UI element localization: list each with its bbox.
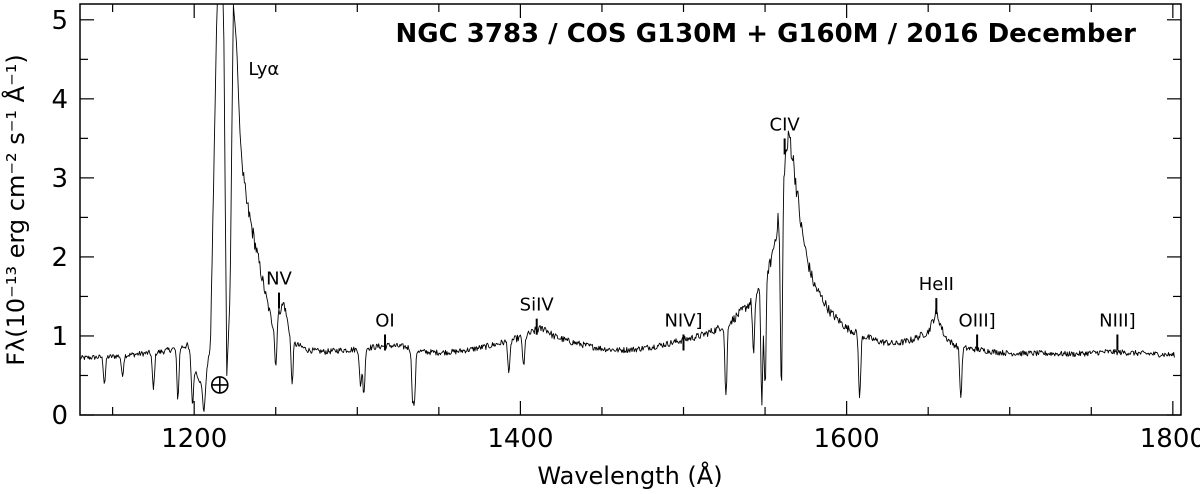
y-tick-label: 4 [51,85,68,115]
line-label-ly: Lyα [248,59,279,80]
y-tick-label: 2 [51,243,68,273]
line-label-niv: NIV] [664,310,702,331]
x-axis: 1200 1400 1600 1800 [112,4,1200,454]
y-tick-label: 0 [51,401,68,431]
line-label-niii: NIII] [1099,310,1135,331]
plot-frame [79,3,1182,416]
y-axis: 0 1 2 3 4 5 [51,6,1181,431]
y-axis-title: Fλ(10⁻¹³ erg cm⁻² s⁻¹ Å⁻¹) [1,54,30,366]
y-tick-label: 1 [51,322,68,352]
y-tick-label: 5 [51,6,68,36]
x-tick-label: 1400 [487,424,553,454]
line-label-oi: OI [375,310,394,331]
spectrum-line [79,3,1175,412]
line-label-siiv: SiIV [520,295,555,316]
line-label-oiii: OIII] [959,310,996,331]
x-tick-label: 1800 [1140,424,1200,454]
line-label-civ: CIV [770,114,801,135]
y-tick-label: 3 [51,164,68,194]
x-tick-label: 1200 [161,424,227,454]
chart-title: NGC 3783 / COS G130M + G160M / 2016 Dece… [396,19,1137,49]
line-label-nv: NV [266,269,292,290]
geocoronal-symbol [210,376,229,394]
x-axis-title: Wavelength (Å) [537,461,722,490]
line-label-heii: HeII [919,274,954,295]
x-tick-label: 1600 [814,424,880,454]
